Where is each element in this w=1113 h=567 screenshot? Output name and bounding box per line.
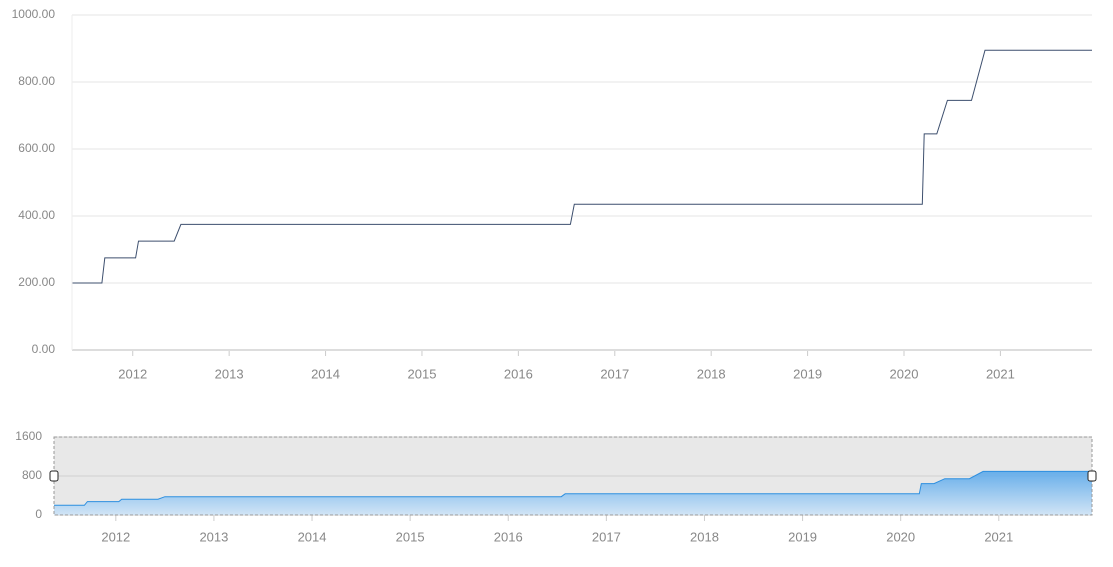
x-tick-label: 2017 [592, 529, 621, 544]
x-tick-label: 2021 [984, 529, 1013, 544]
navigator-handle[interactable] [49, 470, 59, 482]
y-tick-label: 0.00 [32, 342, 56, 356]
y-tick-label: 800 [22, 468, 42, 482]
line [72, 49, 1092, 284]
x-tick-label: 2020 [886, 529, 915, 544]
x-tick-label: 2013 [215, 366, 244, 381]
y-tick-label: 200.00 [18, 275, 55, 289]
x-tick-label: 2019 [788, 529, 817, 544]
x-tick-label: 2020 [890, 366, 919, 381]
y-tick-label: 800.00 [18, 74, 55, 88]
x-tick-label: 2015 [408, 366, 437, 381]
x-tick-label: 2018 [697, 366, 726, 381]
x-tick-label: 2021 [986, 366, 1015, 381]
line [54, 470, 1092, 506]
x-tick-label: 2015 [396, 529, 425, 544]
x-tick-label: 2016 [504, 366, 533, 381]
x-tick-label: 2012 [118, 366, 147, 381]
area [54, 471, 1092, 515]
navigator-handle[interactable] [1087, 470, 1097, 482]
y-tick-label: 1000.00 [12, 7, 56, 21]
y-tick-label: 600.00 [18, 141, 55, 155]
y-tick-label: 1600 [15, 429, 42, 443]
x-tick-label: 2014 [298, 529, 327, 544]
x-tick-label: 2019 [793, 366, 822, 381]
x-tick-label: 2017 [600, 366, 629, 381]
x-tick-label: 2012 [101, 529, 130, 544]
y-tick-label: 400.00 [18, 208, 55, 222]
x-tick-label: 2018 [690, 529, 719, 544]
x-tick-label: 2013 [199, 529, 228, 544]
x-tick-label: 2016 [494, 529, 523, 544]
y-tick-label: 0 [35, 507, 42, 521]
x-tick-label: 2014 [311, 366, 340, 381]
